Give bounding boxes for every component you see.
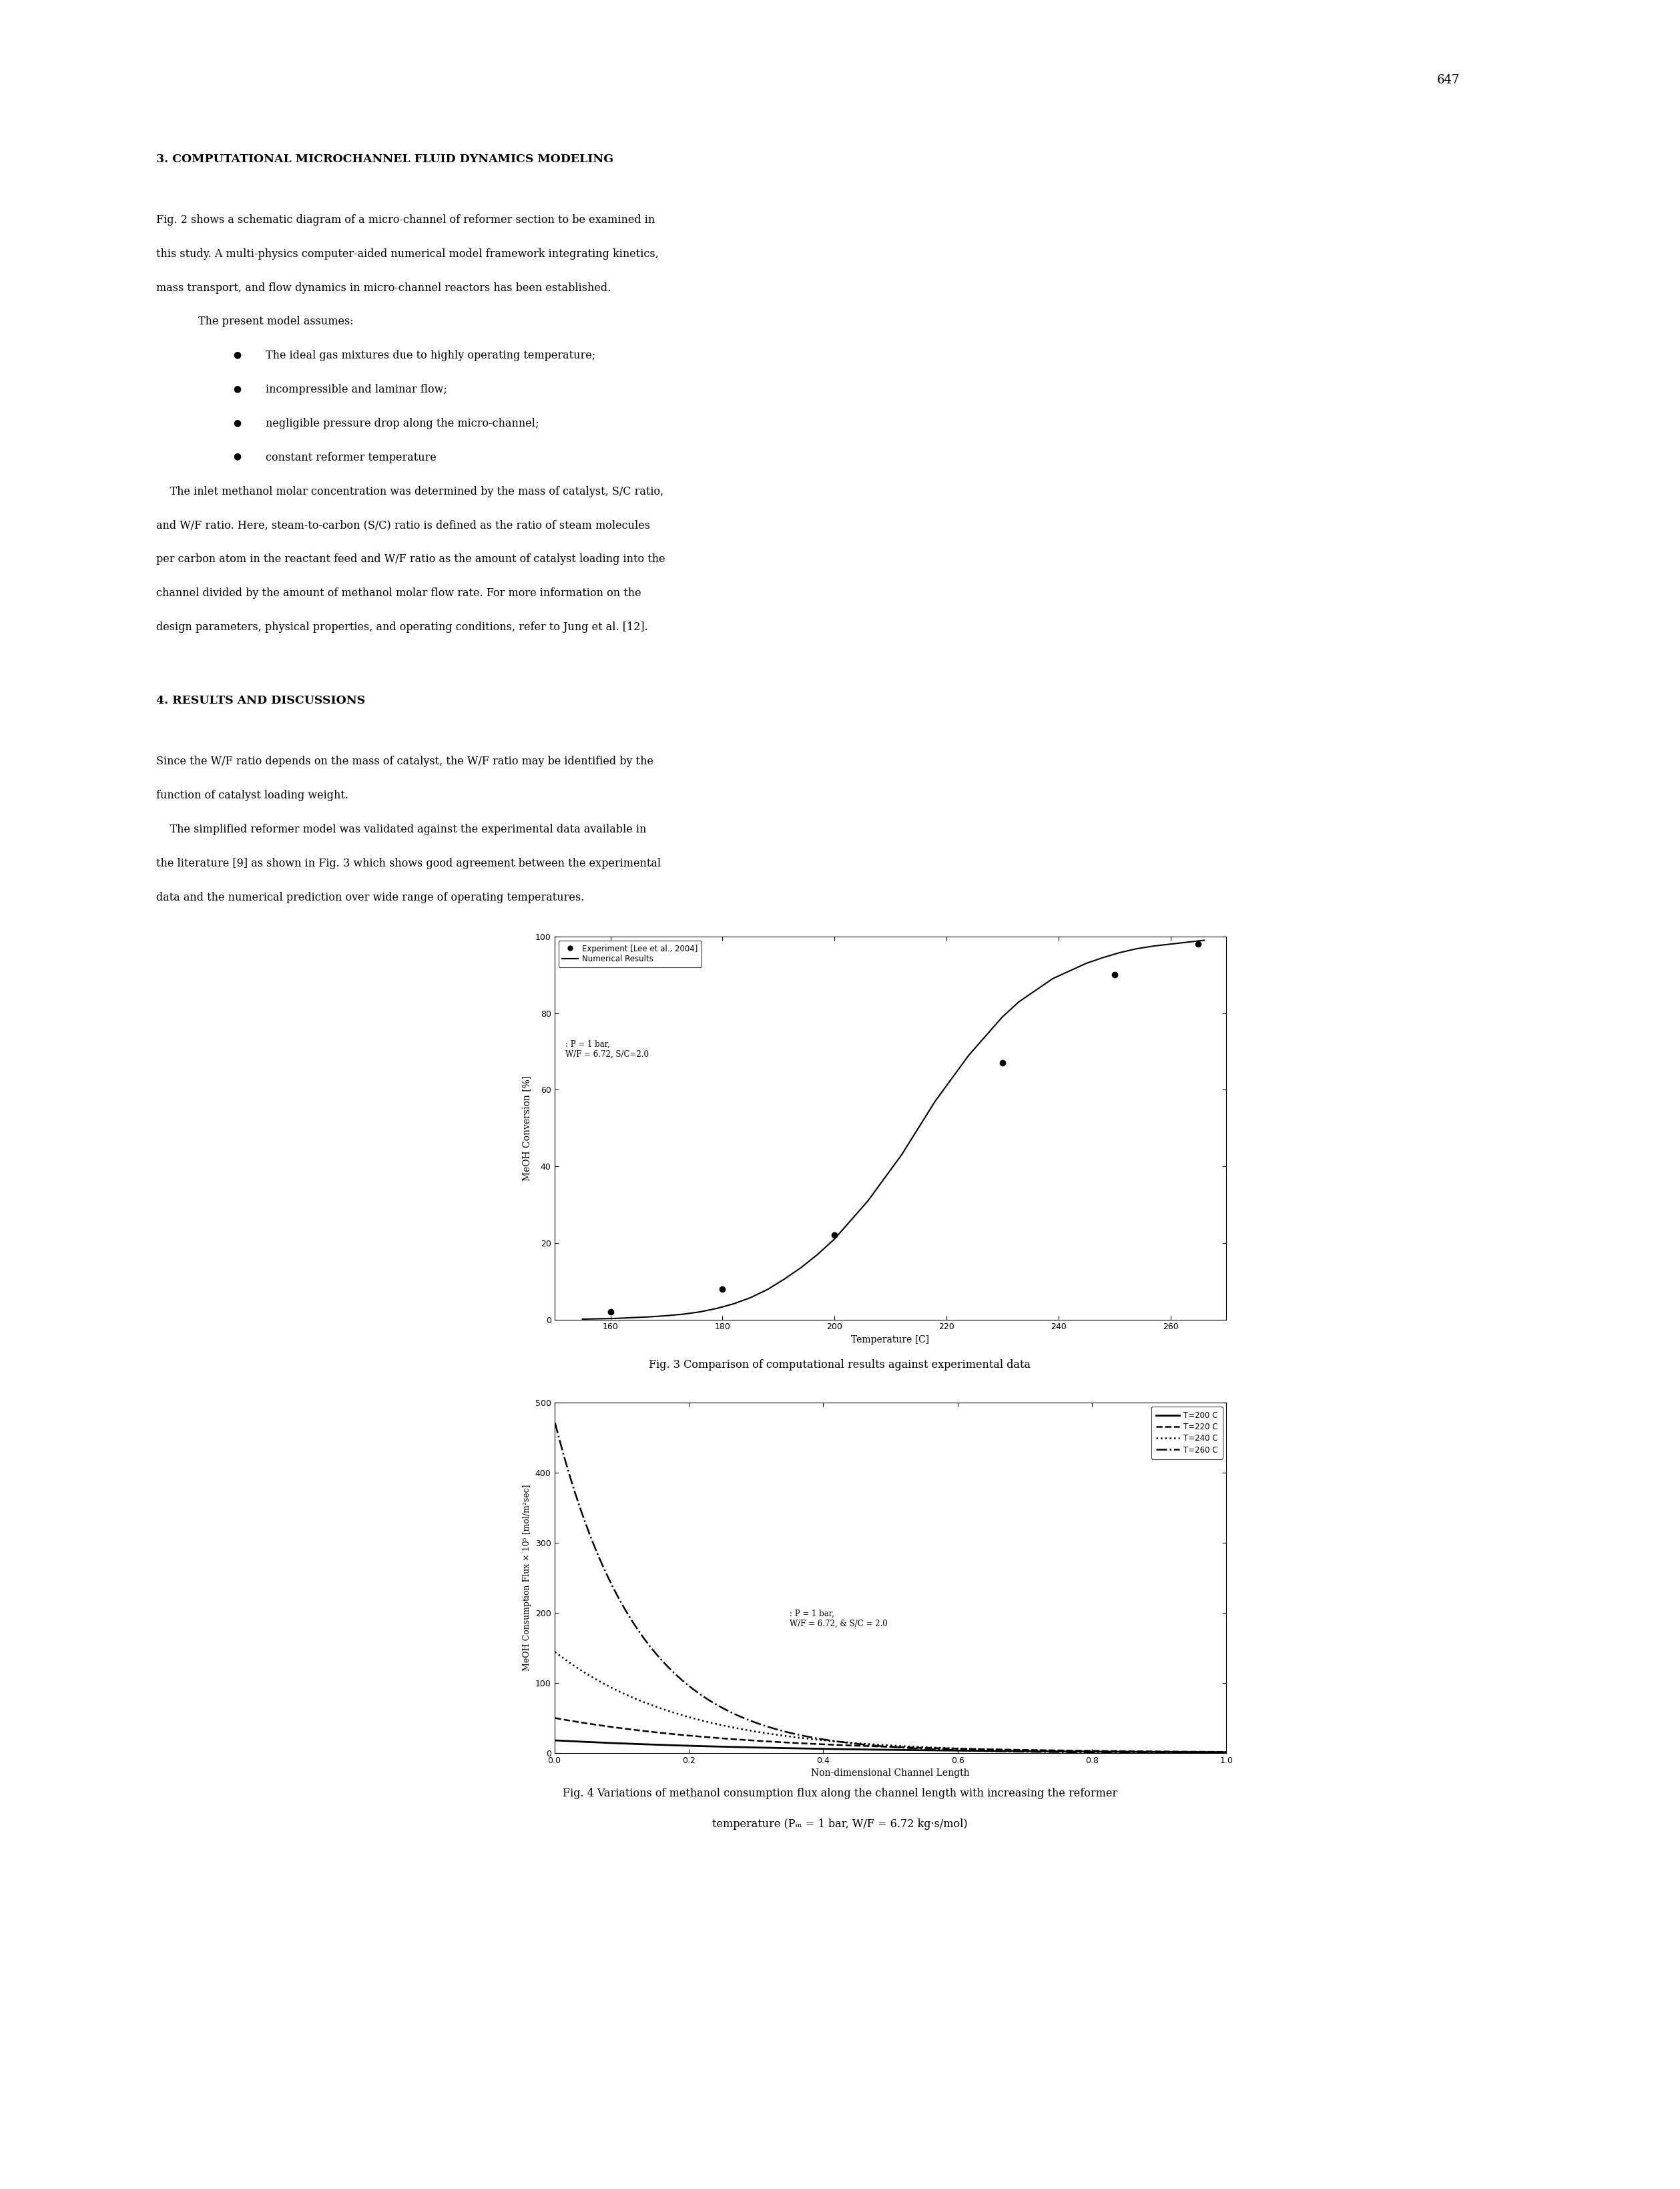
Text: Fig. 4 Variations of methanol consumption flux along the channel length with inc: Fig. 4 Variations of methanol consumptio…: [563, 1788, 1117, 1799]
Line: T=240 C: T=240 C: [554, 1653, 1226, 1753]
T=260 C: [1216, 1740, 1236, 1767]
Text: : P = 1 bar,
W/F = 6.72, S/C=2.0: : P = 1 bar, W/F = 6.72, S/C=2.0: [566, 1040, 648, 1059]
T=220 C: [1033, 1738, 1053, 1764]
T=200 C: [1030, 1738, 1050, 1764]
Text: The ideal gas mixtures due to highly operating temperature;: The ideal gas mixtures due to highly ope…: [265, 350, 595, 361]
Text: 647: 647: [1436, 74, 1460, 85]
Text: Fig. 3 Comparison of computational results against experimental data: Fig. 3 Comparison of computational resul…: [648, 1359, 1032, 1370]
Text: 4. RESULTS AND DISCUSSIONS: 4. RESULTS AND DISCUSSIONS: [156, 694, 365, 707]
X-axis label: Temperature [C]: Temperature [C]: [852, 1335, 929, 1344]
T=220 C: [1030, 1738, 1050, 1764]
T=200 C: [544, 1727, 564, 1753]
Text: channel divided by the amount of methanol molar flow rate. For more information : channel divided by the amount of methano…: [156, 587, 642, 600]
Line: T=220 C: T=220 C: [554, 1718, 1226, 1751]
Line: T=260 C: T=260 C: [554, 1423, 1226, 1753]
Text: temperature (Pᵢₙ = 1 bar, W/F = 6.72 kg·s/mol): temperature (Pᵢₙ = 1 bar, W/F = 6.72 kg·…: [712, 1819, 968, 1830]
T=240 C: [1033, 1738, 1053, 1764]
Text: mass transport, and flow dynamics in micro-channel reactors has been established: mass transport, and flow dynamics in mic…: [156, 282, 612, 293]
Text: The present model assumes:: The present model assumes:: [198, 315, 353, 328]
T=200 C: [1033, 1738, 1053, 1764]
Y-axis label: MeOH Conversion [%]: MeOH Conversion [%]: [522, 1075, 531, 1180]
T=240 C: [764, 1721, 785, 1747]
Line: T=200 C: T=200 C: [554, 1740, 1226, 1751]
Text: design parameters, physical properties, and operating conditions, refer to Jung : design parameters, physical properties, …: [156, 622, 648, 633]
T=220 C: [968, 1736, 988, 1762]
Text: the literature [9] as shown in Fig. 3 which shows good agreement between the exp: the literature [9] as shown in Fig. 3 wh…: [156, 858, 660, 869]
T=240 C: [625, 1686, 645, 1712]
T=220 C: [625, 1716, 645, 1742]
T=220 C: [764, 1729, 785, 1756]
T=260 C: [764, 1716, 785, 1742]
Text: this study. A multi-physics computer-aided numerical model framework integrating: this study. A multi-physics computer-aid…: [156, 247, 659, 260]
T=240 C: [1030, 1738, 1050, 1764]
Text: constant reformer temperature: constant reformer temperature: [265, 451, 437, 464]
Text: 3. COMPUTATIONAL MICROCHANNEL FLUID DYNAMICS MODELING: 3. COMPUTATIONAL MICROCHANNEL FLUID DYNA…: [156, 153, 613, 164]
T=240 C: [811, 1727, 832, 1753]
T=220 C: [544, 1705, 564, 1731]
T=200 C: [764, 1734, 785, 1760]
X-axis label: Non-dimensional Channel Length: Non-dimensional Channel Length: [811, 1769, 969, 1777]
Text: Fig. 2 shows a schematic diagram of a micro-channel of reformer section to be ex: Fig. 2 shows a schematic diagram of a mi…: [156, 215, 655, 225]
T=220 C: [1216, 1738, 1236, 1764]
T=240 C: [1216, 1740, 1236, 1767]
Y-axis label: MeOH Consumption Flux × 10⁵ [mol/m²sec]: MeOH Consumption Flux × 10⁵ [mol/m²sec]: [522, 1484, 531, 1670]
T=260 C: [1030, 1738, 1050, 1764]
T=220 C: [811, 1731, 832, 1758]
Text: per carbon atom in the reactant feed and W/F ratio as the amount of catalyst loa: per carbon atom in the reactant feed and…: [156, 554, 665, 565]
T=200 C: [625, 1731, 645, 1758]
Text: The simplified reformer model was validated against the experimental data availa: The simplified reformer model was valida…: [156, 823, 647, 834]
T=200 C: [968, 1738, 988, 1764]
T=240 C: [544, 1640, 564, 1666]
Text: ●: ●: [234, 350, 240, 359]
T=200 C: [1216, 1738, 1236, 1764]
Text: ●: ●: [234, 418, 240, 427]
Text: ●: ●: [234, 451, 240, 462]
Text: and W/F ratio. Here, steam-to-carbon (S/C) ratio is defined as the ratio of stea: and W/F ratio. Here, steam-to-carbon (S/…: [156, 519, 650, 532]
Text: The inlet methanol molar concentration was determined by the mass of catalyst, S: The inlet methanol molar concentration w…: [156, 486, 664, 497]
Text: Since the W/F ratio depends on the mass of catalyst, the W/F ratio may be identi: Since the W/F ratio depends on the mass …: [156, 755, 654, 766]
T=260 C: [544, 1410, 564, 1436]
T=260 C: [625, 1613, 645, 1640]
Text: data and the numerical prediction over wide range of operating temperatures.: data and the numerical prediction over w…: [156, 891, 585, 902]
Text: incompressible and laminar flow;: incompressible and laminar flow;: [265, 383, 447, 396]
Text: function of catalyst loading weight.: function of catalyst loading weight.: [156, 790, 348, 801]
Legend: Experiment [Lee et al., 2004], Numerical Results: Experiment [Lee et al., 2004], Numerical…: [558, 941, 702, 968]
T=260 C: [811, 1725, 832, 1751]
T=240 C: [968, 1736, 988, 1762]
T=260 C: [1033, 1738, 1053, 1764]
Text: ●: ●: [234, 383, 240, 394]
T=200 C: [811, 1736, 832, 1762]
T=260 C: [968, 1738, 988, 1764]
Text: : P = 1 bar,
W/F = 6.72, & S/C = 2.0: : P = 1 bar, W/F = 6.72, & S/C = 2.0: [790, 1609, 887, 1629]
Legend: T=200 C, T=220 C, T=240 C, T=260 C: T=200 C, T=220 C, T=240 C, T=260 C: [1151, 1408, 1223, 1460]
Text: negligible pressure drop along the micro-channel;: negligible pressure drop along the micro…: [265, 418, 539, 429]
